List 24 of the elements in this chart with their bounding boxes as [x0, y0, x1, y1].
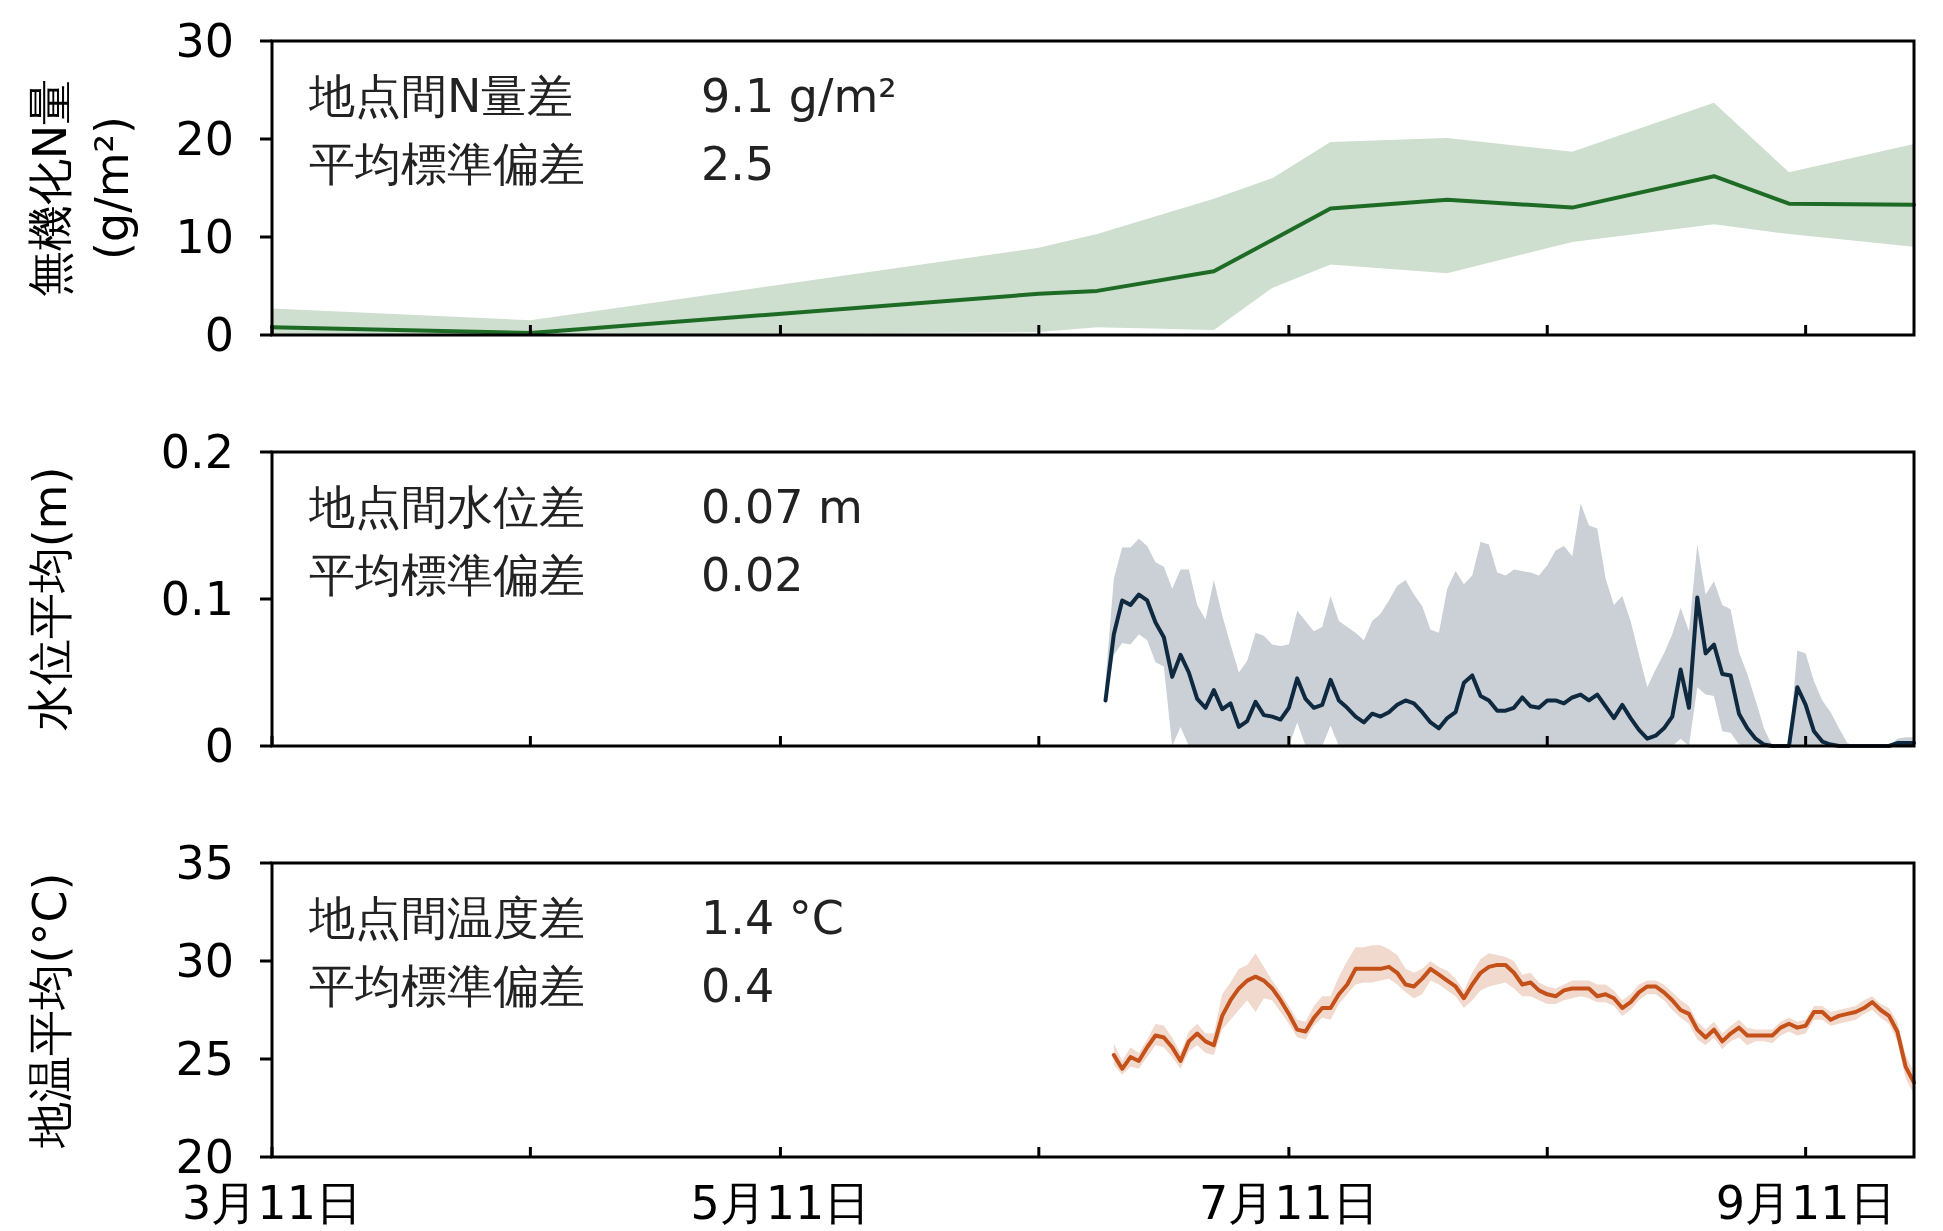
y-tick-label: 35 — [175, 836, 234, 890]
y-tick-label: 30 — [175, 14, 234, 68]
y-tick-label: 0 — [204, 308, 234, 362]
y-tick-label: 0.2 — [160, 425, 234, 479]
text: 平均標準偏差 0.4 — [309, 959, 775, 1013]
text: 平均標準偏差 0.02 — [309, 548, 804, 602]
y-tick-label: 0 — [204, 719, 234, 773]
y-tick-label: 20 — [175, 112, 234, 166]
text: 地点間温度差 1.4 °C — [309, 891, 844, 945]
x-tick-label: 7月11日 — [1198, 1176, 1379, 1230]
line-series — [1103, 592, 1916, 748]
y-tick-label: 10 — [175, 210, 234, 264]
y-axis-title: 地温平均(°C) — [23, 872, 77, 1149]
y-tick-label: 25 — [175, 1032, 234, 1086]
x-tick-label: 9月11日 — [1715, 1176, 1896, 1230]
y-tick-label: 0.1 — [160, 572, 234, 626]
text: 平均標準偏差 2.5 — [309, 137, 775, 191]
y-axis-title: 無機化N量 (g/m²) — [23, 78, 139, 298]
text: 地点間水位差 0.07 m — [309, 480, 863, 534]
x-tick-label: 5月11日 — [690, 1176, 871, 1230]
text: 地点間N量差 9.1 g/m² — [309, 69, 897, 123]
line-series — [1111, 962, 1916, 1085]
y-axis-title: 水位平均(m) — [23, 466, 77, 732]
y-tick-label: 30 — [175, 934, 234, 988]
